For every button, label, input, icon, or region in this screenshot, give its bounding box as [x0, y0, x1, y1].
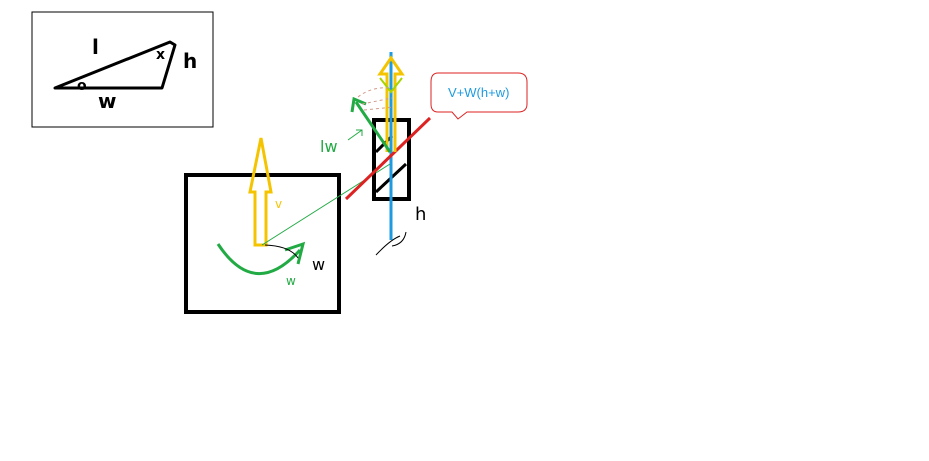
arrow-lw — [354, 101, 392, 153]
inset-panel: l h w o x — [31, 11, 214, 128]
callout-bubble: V+W(h+w) — [430, 72, 528, 120]
inset-frame — [31, 11, 214, 128]
rotation-arc-w — [216, 243, 302, 276]
label-w-inside: w — [286, 274, 296, 288]
label-lw: lw — [320, 137, 338, 156]
label-h-mirror: h — [415, 204, 426, 225]
angle-arc-mark — [264, 244, 299, 259]
inset-label-l: l — [92, 35, 99, 59]
label-v: v — [275, 197, 282, 211]
velocity-arrow-v — [248, 137, 273, 247]
inset-label-h: h — [183, 49, 197, 73]
inset-triangle — [53, 40, 177, 90]
callout-text: V+W(h+w) — [448, 85, 509, 100]
rotation-arrowhead — [284, 241, 306, 265]
body-box — [184, 173, 341, 314]
label-w-outside: w — [312, 255, 325, 274]
resultant-arrow — [377, 55, 405, 152]
inset-label-w: w — [98, 89, 116, 113]
brace-arc-1 — [375, 235, 401, 256]
inset-angle-x: x — [156, 47, 165, 63]
mirror-plane-red — [344, 116, 432, 201]
arrow-lw-head — [350, 96, 367, 113]
brace-arc-2 — [391, 231, 407, 247]
construction-lines — [357, 87, 395, 111]
lw-small-arrow — [347, 129, 363, 141]
inset-angle-marker: o — [77, 78, 87, 94]
